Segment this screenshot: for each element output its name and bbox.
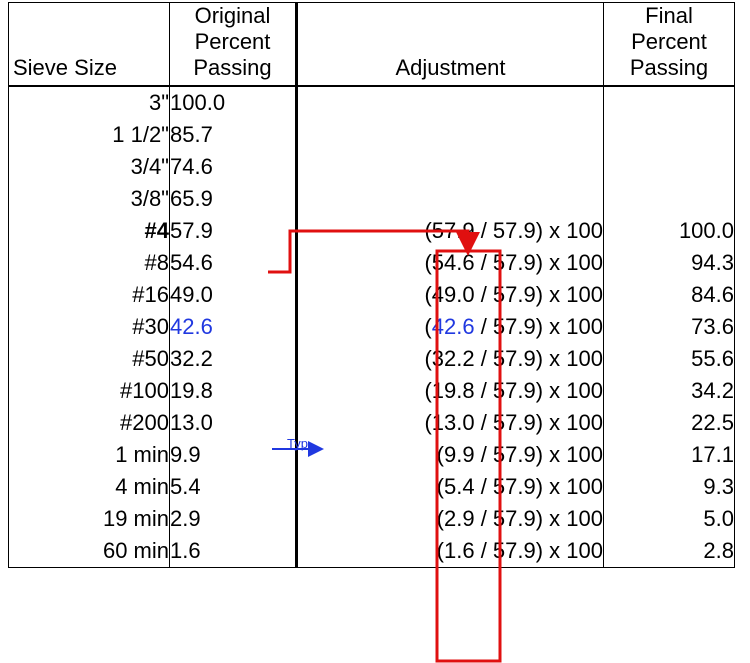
sieve-size-cell: 3/4" — [8, 151, 170, 183]
table-body: 3" 100.0 1 1/2" 85.7 3/4" 74.6 3/8" 65.9 — [8, 86, 735, 568]
adjustment-cell — [296, 183, 604, 215]
original-percent-cell: 65.9 — [169, 183, 298, 215]
final-percent-cell: 94.3 — [603, 247, 735, 279]
sieve-size-cell: #50 — [8, 343, 170, 375]
adjustment-cell: (19.8 / 57.9) x 100 — [296, 375, 604, 407]
adjustment-cell: (57.9 / 57.9) x 100 — [296, 215, 604, 247]
table-row: 4 min 5.4 (5.4 / 57.9) x 100 9.3 — [8, 471, 735, 503]
adjustment-cell: (54.6 / 57.9) x 100 — [296, 247, 604, 279]
original-percent-cell: 74.6 — [169, 151, 298, 183]
adjustment-cell — [296, 151, 604, 183]
table-row-typical: #30 42.6 (42.6 / 57.9) x 100 73.6 — [8, 311, 735, 343]
sieve-size-cell: 1 1/2" — [8, 119, 170, 151]
adjustment-cell: (49.0 / 57.9) x 100 — [296, 279, 604, 311]
table-row: #16 49.0 (49.0 / 57.9) x 100 84.6 — [8, 279, 735, 311]
sieve-size-cell: #30 — [8, 311, 170, 343]
original-percent-cell: 57.9 — [169, 215, 298, 247]
original-percent-cell: 32.2 — [169, 343, 298, 375]
adjustment-cell: (2.9 / 57.9) x 100 — [296, 503, 604, 535]
final-percent-cell: 2.8 — [603, 535, 735, 568]
sieve-size-cell: 3/8" — [8, 183, 170, 215]
table-row: #50 32.2 (32.2 / 57.9) x 100 55.6 — [8, 343, 735, 375]
sieve-size-cell: 3" — [8, 86, 170, 119]
original-percent-cell: 2.9 — [169, 503, 298, 535]
original-percent-cell-highlight: 42.6 — [169, 311, 298, 343]
final-percent-cell: 84.6 — [603, 279, 735, 311]
table-row: 60 min 1.6 (1.6 / 57.9) x 100 2.8 — [8, 535, 735, 568]
original-percent-cell: 9.9 — [169, 439, 298, 471]
adjustment-cell: (9.9 / 57.9) x 100 — [296, 439, 604, 471]
table-row: 3/8" 65.9 — [8, 183, 735, 215]
header-adjustment: Adjustment — [296, 2, 604, 86]
header-original-percent-passing: Original Percent Passing — [169, 2, 298, 86]
original-percent-cell: 85.7 — [169, 119, 298, 151]
adjustment-cell: (1.6 / 57.9) x 100 — [296, 535, 604, 568]
adjustment-cell: (5.4 / 57.9) x 100 — [296, 471, 604, 503]
original-percent-cell: 19.8 — [169, 375, 298, 407]
original-percent-cell: 5.4 — [169, 471, 298, 503]
adjustment-cell: (13.0 / 57.9) x 100 — [296, 407, 604, 439]
typical-label: Typ. — [287, 436, 312, 451]
final-percent-cell: 73.6 — [603, 311, 735, 343]
table-header: Sieve Size Original Percent Passing Adju… — [8, 2, 735, 86]
final-percent-cell: 5.0 — [603, 503, 735, 535]
table-row: 1 1/2" 85.7 — [8, 119, 735, 151]
original-percent-cell: 100.0 — [169, 86, 298, 119]
final-percent-cell — [603, 183, 735, 215]
adjustment-numerator-highlight: 42.6 — [431, 314, 475, 339]
sieve-size-cell: 19 min — [8, 503, 170, 535]
final-percent-cell: 34.2 — [603, 375, 735, 407]
table-row: 3" 100.0 — [8, 86, 735, 119]
final-percent-cell — [603, 119, 735, 151]
sieve-size-cell-reference: #4 — [8, 215, 170, 247]
sieve-size-cell: #200 — [8, 407, 170, 439]
original-percent-cell: 54.6 — [169, 247, 298, 279]
original-percent-cell: 1.6 — [169, 535, 298, 568]
final-percent-cell: 22.5 — [603, 407, 735, 439]
header-final-percent-passing: Final Percent Passing — [603, 2, 735, 86]
table-row: 3/4" 74.6 — [8, 151, 735, 183]
adjustment-cell — [296, 86, 604, 119]
adjustment-cell: (42.6 / 57.9) x 100 — [296, 311, 604, 343]
table-row: #200 13.0 (13.0 / 57.9) x 100 22.5 — [8, 407, 735, 439]
sieve-table: Sieve Size Original Percent Passing Adju… — [8, 2, 735, 568]
sieve-size-cell: #8 — [8, 247, 170, 279]
table-row: 19 min 2.9 (2.9 / 57.9) x 100 5.0 — [8, 503, 735, 535]
sieve-size-cell: #100 — [8, 375, 170, 407]
final-percent-cell: 17.1 — [603, 439, 735, 471]
table-row: 1 min 9.9 (9.9 / 57.9) x 100 17.1 — [8, 439, 735, 471]
table-row-reference: #4 57.9 (57.9 / 57.9) x 100 100.0 — [8, 215, 735, 247]
adjustment-cell — [296, 119, 604, 151]
sieve-size-cell: 4 min — [8, 471, 170, 503]
final-percent-cell — [603, 151, 735, 183]
sieve-size-cell: 60 min — [8, 535, 170, 568]
table-row: #8 54.6 (54.6 / 57.9) x 100 94.3 — [8, 247, 735, 279]
final-percent-cell — [603, 86, 735, 119]
sieve-size-cell: #16 — [8, 279, 170, 311]
sieve-size-cell: 1 min — [8, 439, 170, 471]
final-percent-cell: 9.3 — [603, 471, 735, 503]
header-sieve-size: Sieve Size — [8, 2, 170, 86]
adjustment-cell: (32.2 / 57.9) x 100 — [296, 343, 604, 375]
original-percent-cell: 13.0 — [169, 407, 298, 439]
final-percent-cell: 100.0 — [603, 215, 735, 247]
table-row: #100 19.8 (19.8 / 57.9) x 100 34.2 — [8, 375, 735, 407]
final-percent-cell: 55.6 — [603, 343, 735, 375]
original-percent-cell: 49.0 — [169, 279, 298, 311]
